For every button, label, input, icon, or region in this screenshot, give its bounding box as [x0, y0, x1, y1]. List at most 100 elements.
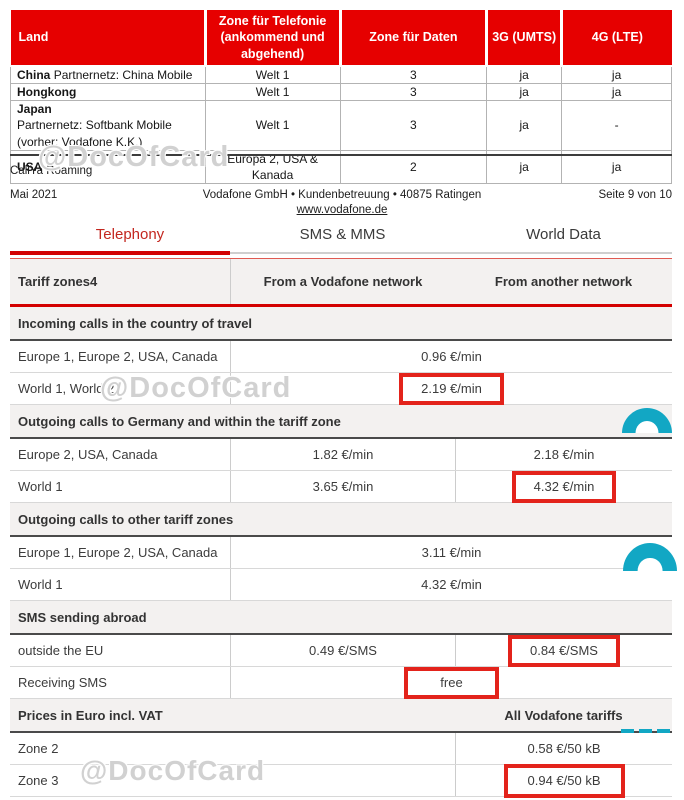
- tab-telephony[interactable]: Telephony: [95, 226, 165, 243]
- section-outgoing-germany: Outgoing calls to Germany and within the…: [10, 405, 672, 439]
- country-table-header-row: Land Zone für Telefonie (ankommend und a…: [10, 10, 672, 67]
- 3g-cell: ja: [486, 82, 563, 102]
- divider-line: [10, 154, 672, 156]
- price-value: 0.49 €/SMS: [309, 643, 377, 658]
- country-cell: Japan Partnernetz: Softbank Mobile (vorh…: [10, 100, 206, 151]
- price-cell: 2.19 €/min: [230, 372, 672, 405]
- date-label: Mai 2021: [10, 189, 58, 201]
- country-detail: Partnernetz: China Mobile: [53, 67, 193, 82]
- country-detail-2: (vorher: Vodafone K.K.): [17, 134, 143, 149]
- price-value: 4.32 €/min: [421, 577, 482, 592]
- section-prices-incl-vat: Prices in Euro incl. VAT All Vodafone ta…: [10, 699, 672, 733]
- price-cell-vodafone: 1.82 €/min: [230, 439, 455, 470]
- zone-telefonie-cell: Welt 1: [204, 82, 341, 102]
- tariff-row: Europe 1, Europe 2, USA, Canada 0.96 €/m…: [10, 341, 672, 373]
- header-tariff-zones: Tariff zones4: [18, 274, 98, 289]
- section-sms-sending-abroad: SMS sending abroad: [10, 601, 672, 635]
- company-address-block: Vodafone GmbH • Kundenbetreuung • 40875 …: [0, 189, 684, 216]
- 3g-cell: ja: [486, 65, 563, 84]
- row-label: World 1, World 2: [18, 381, 115, 396]
- document-subtitle: CallYa Roaming: [10, 165, 93, 177]
- col-header-land: Land: [10, 10, 206, 67]
- active-tab-underline: [10, 251, 230, 255]
- highlighted-price: 4.32 €/min: [511, 470, 617, 503]
- company-line: Vodafone GmbH • Kundenbetreuung • 40875 …: [202, 189, 482, 201]
- row-label: Europe 1, Europe 2, USA, Canada: [18, 545, 218, 560]
- price-value: 2.18 €/min: [533, 447, 595, 462]
- highlighted-price: 0.94 €/50 kB: [503, 763, 625, 798]
- tariff-table-header: Tariff zones4 From a Vodafone network Fr…: [10, 258, 672, 307]
- zone-daten-cell: 3: [339, 65, 488, 84]
- tariff-row: Zone 2 0.58 €/50 kB: [10, 733, 672, 765]
- row-label: Zone 3: [18, 773, 59, 788]
- price-value: 3.65 €/min: [312, 479, 374, 494]
- price-cell: 0.58 €/50 kB: [455, 733, 672, 764]
- price-cell-vodafone: 3.65 €/min: [230, 471, 455, 502]
- price-value: 0.58 €/50 kB: [527, 741, 601, 756]
- tariff-table: Tariff zones4 From a Vodafone network Fr…: [10, 258, 672, 798]
- col-header-zone-daten: Zone für Daten: [338, 10, 487, 67]
- 3g-cell: ja: [486, 100, 563, 151]
- zone-telefonie-cell: Welt 1: [204, 100, 341, 151]
- header-from-another-network: From another network: [494, 274, 633, 289]
- section-title: Incoming calls in the country of travel: [18, 315, 253, 331]
- col-header-zone-telefonie: Zone für Telefonie (ankommend und abgehe…: [203, 10, 341, 67]
- section-incoming-calls: Incoming calls in the country of travel: [10, 307, 672, 341]
- col-header-3g: 3G (UMTS): [485, 10, 562, 67]
- highlighted-price: free: [404, 666, 499, 699]
- table-row-japan: Japan Partnernetz: Softbank Mobile (vorh…: [10, 100, 672, 151]
- row-label: World 1: [18, 577, 63, 592]
- website-link[interactable]: www.vodafone.de: [296, 204, 388, 216]
- 4g-cell: -: [561, 100, 672, 151]
- tariff-row: Europe 1, Europe 2, USA, Canada 3.11 €/m…: [10, 537, 672, 569]
- page-number: Seite 9 von 10: [598, 189, 672, 201]
- country-detail: Partnernetz: Softbank Mobile: [17, 118, 172, 133]
- price-cell: 0.94 €/50 kB: [455, 763, 672, 798]
- section-title: Outgoing calls to other tariff zones: [18, 511, 234, 527]
- country-cell: Hongkong: [10, 82, 206, 102]
- row-label: World 1: [18, 479, 63, 494]
- price-cell-other: 0.84 €/SMS: [455, 634, 672, 667]
- row-label: Receiving SMS: [18, 675, 107, 690]
- tariff-row: World 1 3.65 €/min 4.32 €/min: [10, 470, 672, 503]
- section-title: Prices in Euro incl. VAT: [18, 707, 163, 723]
- tab-underline: [230, 252, 672, 254]
- tariff-row: Zone 3 0.94 €/50 kB: [10, 763, 672, 798]
- row-label: Zone 2: [18, 741, 59, 756]
- tariff-row: World 1, World 2 2.19 €/min: [10, 372, 672, 405]
- section-right-label: All Vodafone tariffs: [504, 707, 623, 723]
- price-cell-vodafone: 0.49 €/SMS: [230, 635, 455, 666]
- price-value: 1.82 €/min: [312, 447, 374, 462]
- section-title: SMS sending abroad: [18, 609, 147, 625]
- price-cell: free: [230, 666, 672, 699]
- header-from-vodafone-network: From a Vodafone network: [230, 259, 455, 304]
- country-zone-table: Land Zone für Telefonie (ankommend und a…: [10, 10, 672, 185]
- table-row-china: China Partnernetz: China Mobile Welt 1 3…: [10, 65, 672, 84]
- price-cell: 3.11 €/min: [230, 537, 672, 568]
- price-cell: 0.96 €/min: [230, 341, 672, 372]
- zone-daten-cell: 3: [339, 82, 488, 102]
- country-name: Hongkong: [17, 84, 77, 99]
- tariff-row: outside the EU 0.49 €/SMS 0.84 €/SMS: [10, 634, 672, 667]
- zone-telefonie-cell: Welt 1: [204, 65, 341, 84]
- tab-world-data[interactable]: World Data: [526, 226, 601, 243]
- highlighted-price: 0.84 €/SMS: [508, 634, 620, 667]
- country-name: Japan: [17, 102, 52, 117]
- highlighted-price: 2.19 €/min: [399, 372, 504, 405]
- 4g-cell: ja: [561, 82, 672, 102]
- 4g-cell: ja: [561, 65, 672, 84]
- row-label: Europe 1, Europe 2, USA, Canada: [18, 349, 218, 364]
- teal-dashes-icon: [621, 729, 671, 733]
- price-value: 3.11 €/min: [421, 545, 482, 560]
- col-header-4g: 4G (LTE): [560, 10, 672, 67]
- price-cell: 4.32 €/min: [230, 569, 672, 600]
- zone-daten-cell: 3: [339, 100, 488, 151]
- tariff-row: Europe 2, USA, Canada 1.82 €/min 2.18 €/…: [10, 439, 672, 471]
- row-label: Europe 2, USA, Canada: [18, 447, 158, 462]
- row-label: outside the EU: [18, 643, 104, 658]
- table-row-hongkong: Hongkong Welt 1 3 ja ja: [10, 82, 672, 102]
- country-cell: China Partnernetz: China Mobile: [10, 65, 206, 84]
- tariff-row: Receiving SMS free: [10, 666, 672, 699]
- price-cell-other: 4.32 €/min: [455, 470, 672, 503]
- tab-sms-mms[interactable]: SMS & MMS: [299, 226, 386, 243]
